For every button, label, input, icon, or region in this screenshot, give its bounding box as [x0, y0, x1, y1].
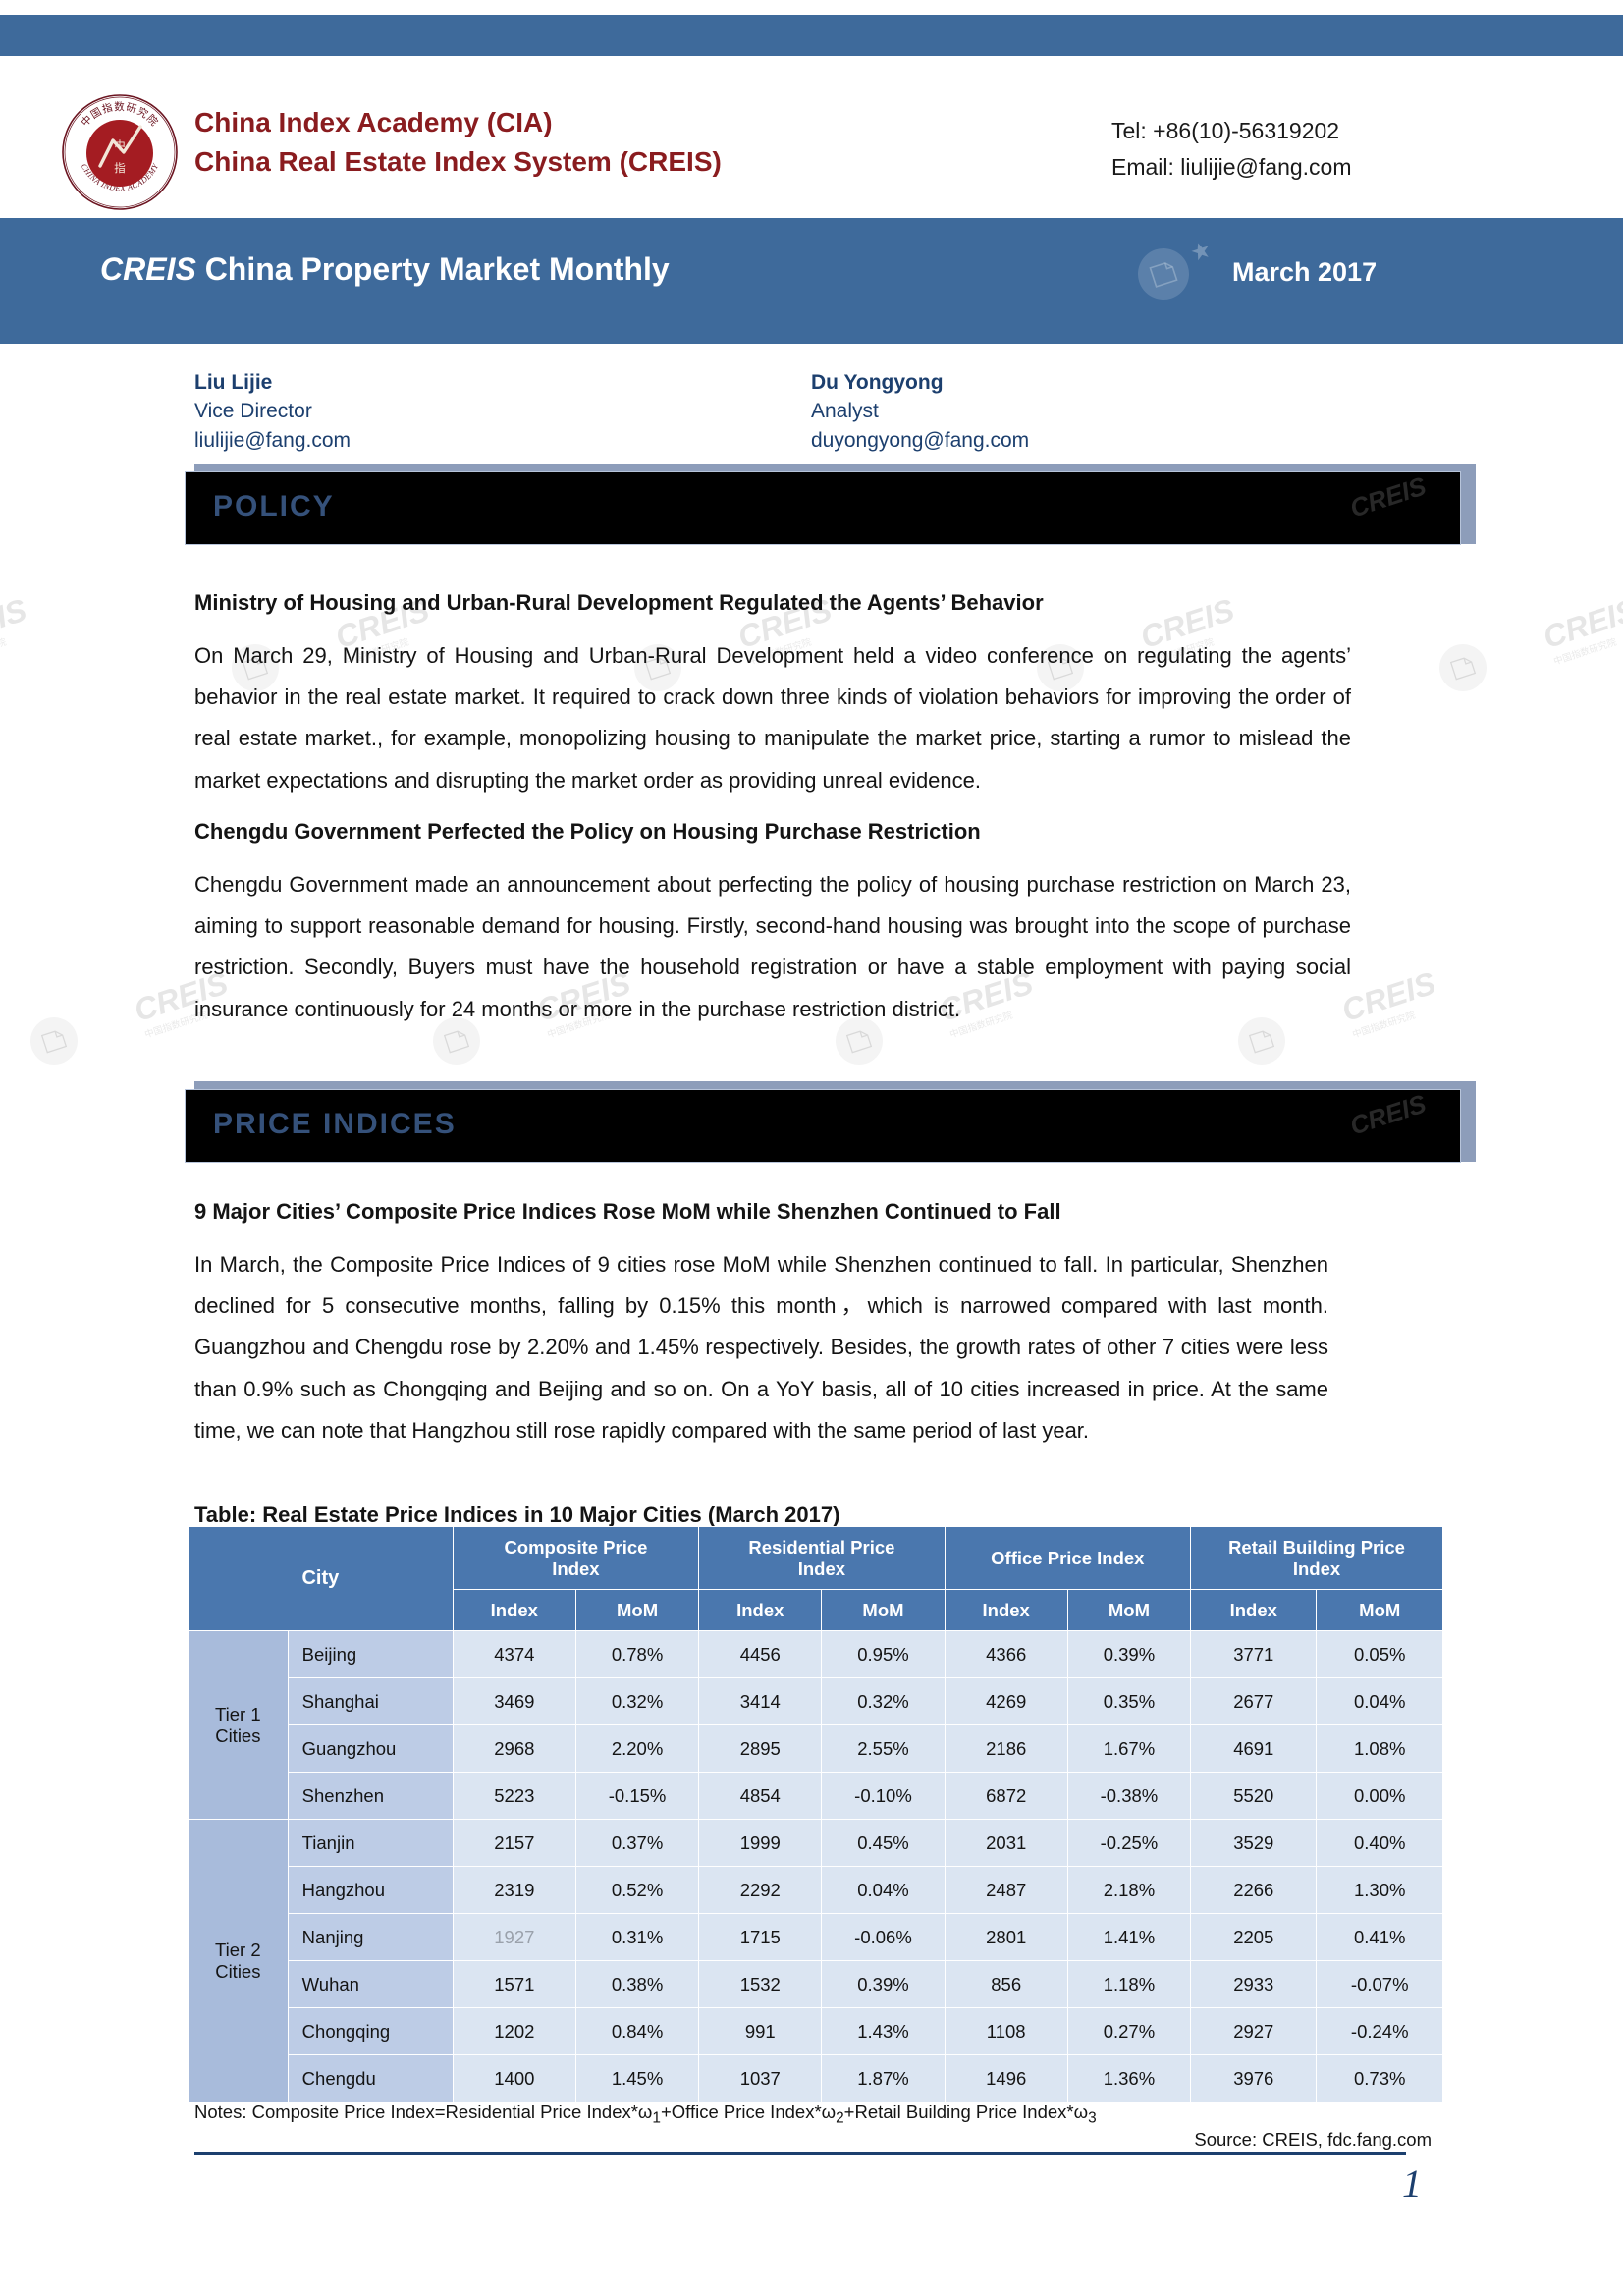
svg-text:中: 中: [114, 139, 126, 152]
svg-text:指: 指: [114, 161, 126, 175]
